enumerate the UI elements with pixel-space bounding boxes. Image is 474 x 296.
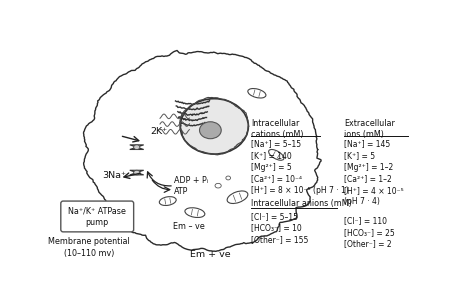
Text: [K⁺] = 5: [K⁺] = 5 [345, 151, 375, 160]
Text: [HCO₃⁻] = 25: [HCO₃⁻] = 25 [345, 228, 395, 237]
Ellipse shape [200, 122, 221, 139]
Text: Intracellular
cations (mM): Intracellular cations (mM) [251, 119, 304, 139]
Text: ATP: ATP [174, 187, 188, 196]
Ellipse shape [180, 99, 248, 154]
Text: 2K⁺: 2K⁺ [151, 127, 168, 136]
Text: Na⁺/K⁺ ATPase
pump: Na⁺/K⁺ ATPase pump [68, 206, 126, 227]
Text: [Na⁺] = 145: [Na⁺] = 145 [345, 139, 391, 149]
Polygon shape [83, 51, 321, 251]
Ellipse shape [215, 183, 221, 188]
Text: [Mg²⁺] = 5: [Mg²⁺] = 5 [251, 163, 292, 172]
Text: [Mg²⁺] = 1–2: [Mg²⁺] = 1–2 [345, 163, 394, 172]
Text: Intracellular anions (mM): Intracellular anions (mM) [251, 199, 352, 208]
Ellipse shape [226, 176, 230, 180]
Polygon shape [130, 147, 144, 149]
Text: [Other⁻] = 2: [Other⁻] = 2 [345, 239, 392, 249]
Text: Extracellular
ions (mM): Extracellular ions (mM) [345, 119, 395, 139]
Polygon shape [130, 173, 144, 175]
Text: Membrane potential
(10–110 mv): Membrane potential (10–110 mv) [48, 237, 129, 258]
Text: [Cl⁻] = 110: [Cl⁻] = 110 [345, 216, 387, 226]
Text: [Na⁺] = 5–15: [Na⁺] = 5–15 [251, 139, 301, 149]
Ellipse shape [185, 208, 205, 218]
Polygon shape [130, 145, 144, 147]
Text: [Ca²⁺] = 10⁻⁴: [Ca²⁺] = 10⁻⁴ [251, 174, 302, 183]
Text: Em + ve: Em + ve [190, 250, 231, 260]
Text: ADP + Pᵢ: ADP + Pᵢ [174, 176, 208, 185]
Text: [HCO₃⁻] = 10: [HCO₃⁻] = 10 [251, 223, 302, 232]
Text: [H⁺] = 4 × 10⁻⁵: [H⁺] = 4 × 10⁻⁵ [345, 186, 404, 195]
Ellipse shape [227, 191, 248, 203]
Ellipse shape [269, 149, 284, 160]
Ellipse shape [134, 170, 140, 175]
Ellipse shape [248, 89, 266, 98]
Text: [H⁺] = 8 × 10⁻⁵ (pH 7 · 1): [H⁺] = 8 × 10⁻⁵ (pH 7 · 1) [251, 186, 349, 195]
Text: [Ca²⁺] = 1–2: [Ca²⁺] = 1–2 [345, 174, 392, 183]
Text: [Other⁻] = 155: [Other⁻] = 155 [251, 235, 309, 244]
FancyBboxPatch shape [61, 201, 134, 232]
Ellipse shape [134, 145, 140, 149]
Text: [Cl⁻] = 5–15: [Cl⁻] = 5–15 [251, 212, 299, 221]
Text: 3Na⁺: 3Na⁺ [102, 171, 126, 180]
Text: (pH 7 · 4): (pH 7 · 4) [345, 197, 380, 206]
Polygon shape [130, 170, 144, 173]
Text: Em – ve: Em – ve [173, 222, 205, 231]
Text: [K⁺] = 140: [K⁺] = 140 [251, 151, 292, 160]
Ellipse shape [159, 197, 176, 205]
